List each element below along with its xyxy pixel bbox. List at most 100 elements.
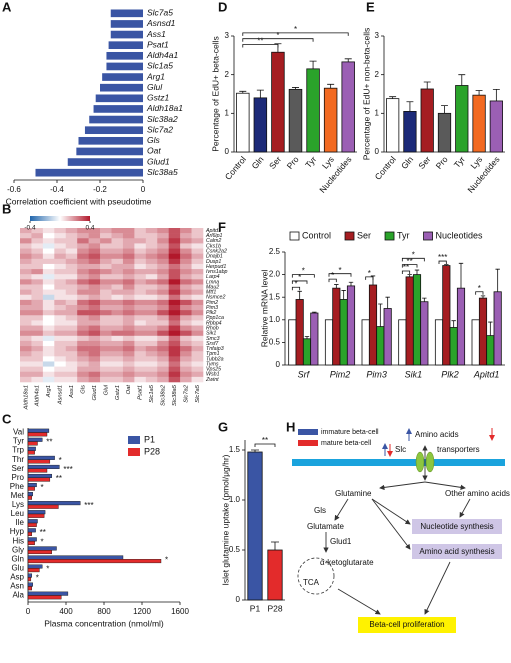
heatmap-cell xyxy=(180,279,192,285)
heatmap-cell xyxy=(191,243,204,249)
significance-label: *** xyxy=(438,253,447,262)
error-bar xyxy=(441,105,448,114)
heatmap-cell xyxy=(100,320,112,326)
heatmap-cell xyxy=(31,284,44,290)
arrow xyxy=(371,498,411,525)
heatmap-cell xyxy=(157,238,169,244)
row-label: Csnk2a2 xyxy=(206,249,227,255)
bar xyxy=(110,20,143,28)
heatmap-cell xyxy=(100,366,112,373)
heatmap-cell xyxy=(180,356,192,362)
heatmap-cell xyxy=(31,320,44,326)
heatmap-cell xyxy=(134,243,147,249)
legend-label: immature beta-cell xyxy=(321,429,379,436)
membrane xyxy=(292,459,505,466)
bar xyxy=(27,495,32,500)
x-tick-label: Gln xyxy=(399,154,415,171)
significance-bracket xyxy=(242,32,349,36)
bar xyxy=(110,30,143,39)
outcome-box xyxy=(358,617,456,633)
heatmap-cell xyxy=(65,274,78,280)
error-bar xyxy=(458,262,464,289)
heatmap-cell xyxy=(54,299,67,306)
error-bar xyxy=(251,449,259,452)
significance-label: ** xyxy=(407,257,413,266)
heatmap-cell xyxy=(134,346,147,352)
legend-swatch xyxy=(384,231,395,241)
heatmap-cell xyxy=(88,248,101,254)
heatmap-cell xyxy=(42,325,55,331)
heatmap-cell xyxy=(65,253,78,260)
heatmap-cell xyxy=(122,346,135,352)
legend-label: P1 xyxy=(144,434,155,444)
significance-label: * xyxy=(331,271,334,280)
bar xyxy=(27,564,43,569)
heatmap-cell xyxy=(42,330,55,337)
bar xyxy=(27,432,48,437)
heatmap-cell xyxy=(42,315,55,321)
y-tick-label: Hyp xyxy=(10,527,25,536)
node-label: Gls xyxy=(314,506,326,515)
legend-label: mature beta-cell xyxy=(321,440,372,447)
heatmap-cell xyxy=(77,320,89,326)
heatmap-cell xyxy=(100,299,112,306)
heatmap-cell xyxy=(122,284,135,290)
heatmap-cell xyxy=(20,340,32,347)
significance-bracket xyxy=(254,443,276,447)
x-tick-label: Pim3 xyxy=(366,369,387,379)
heatmap-cell xyxy=(157,310,169,316)
heatmap-cell xyxy=(20,294,32,301)
heatmap-cell xyxy=(145,315,158,321)
bar xyxy=(27,441,38,446)
heatmap-cell xyxy=(134,263,147,270)
heatmap-cell xyxy=(20,330,32,337)
panel-label: E xyxy=(366,0,375,14)
x-tick-label: 400 xyxy=(59,607,73,616)
heatmap-cell xyxy=(111,228,124,234)
significance-label: ** xyxy=(40,528,46,537)
error-bar xyxy=(309,60,317,69)
heatmap-cell xyxy=(122,269,135,275)
heatmap-cell xyxy=(122,320,135,326)
error-bar xyxy=(348,281,354,286)
heatmap-cell xyxy=(42,299,55,306)
bar xyxy=(368,284,378,366)
heatmap-cell xyxy=(42,263,55,270)
heatmap-cell xyxy=(180,310,192,316)
heatmap-cell xyxy=(111,299,124,306)
y-tick-label: 2.0 xyxy=(269,270,281,279)
significance-bracket xyxy=(291,280,308,284)
legend-swatch xyxy=(128,448,140,456)
y-tick-label: Ala xyxy=(12,591,24,600)
row-label: Srsf7 xyxy=(206,341,219,347)
node-label: Beta-cell proliferation xyxy=(369,620,444,629)
heatmap-cell xyxy=(134,366,147,373)
bar xyxy=(84,126,143,135)
heatmap-cell xyxy=(168,335,181,342)
heatmap-cell xyxy=(54,376,67,383)
significance-bracket xyxy=(242,44,279,48)
heatmap-cell xyxy=(111,351,124,357)
heatmap-cell xyxy=(31,330,44,337)
heatmap-cell xyxy=(157,269,169,275)
heatmap-cell xyxy=(111,371,124,378)
heatmap-cell xyxy=(65,228,78,234)
heatmap-cell xyxy=(65,233,78,239)
heatmap-cell xyxy=(145,289,158,296)
heatmap-cell xyxy=(145,233,158,239)
x-tick-label: Tyr xyxy=(452,154,467,170)
heatmap-cell xyxy=(65,346,78,352)
heatmap-cell xyxy=(20,356,32,362)
significance-label: * xyxy=(298,273,301,282)
row-label: Apitd1 xyxy=(205,228,221,234)
heatmap-cell xyxy=(100,263,112,270)
heatmap-cell xyxy=(122,330,135,337)
heatmap-cell xyxy=(77,371,89,378)
heatmap-cell xyxy=(111,356,124,362)
heatmap-cell xyxy=(122,228,135,234)
heatmap-cell xyxy=(54,289,67,296)
heatmap-cell xyxy=(168,274,181,280)
column-label: Aldh4a1 xyxy=(35,385,41,407)
row-label: Pim2 xyxy=(206,300,218,306)
heatmap-cell xyxy=(168,320,181,326)
